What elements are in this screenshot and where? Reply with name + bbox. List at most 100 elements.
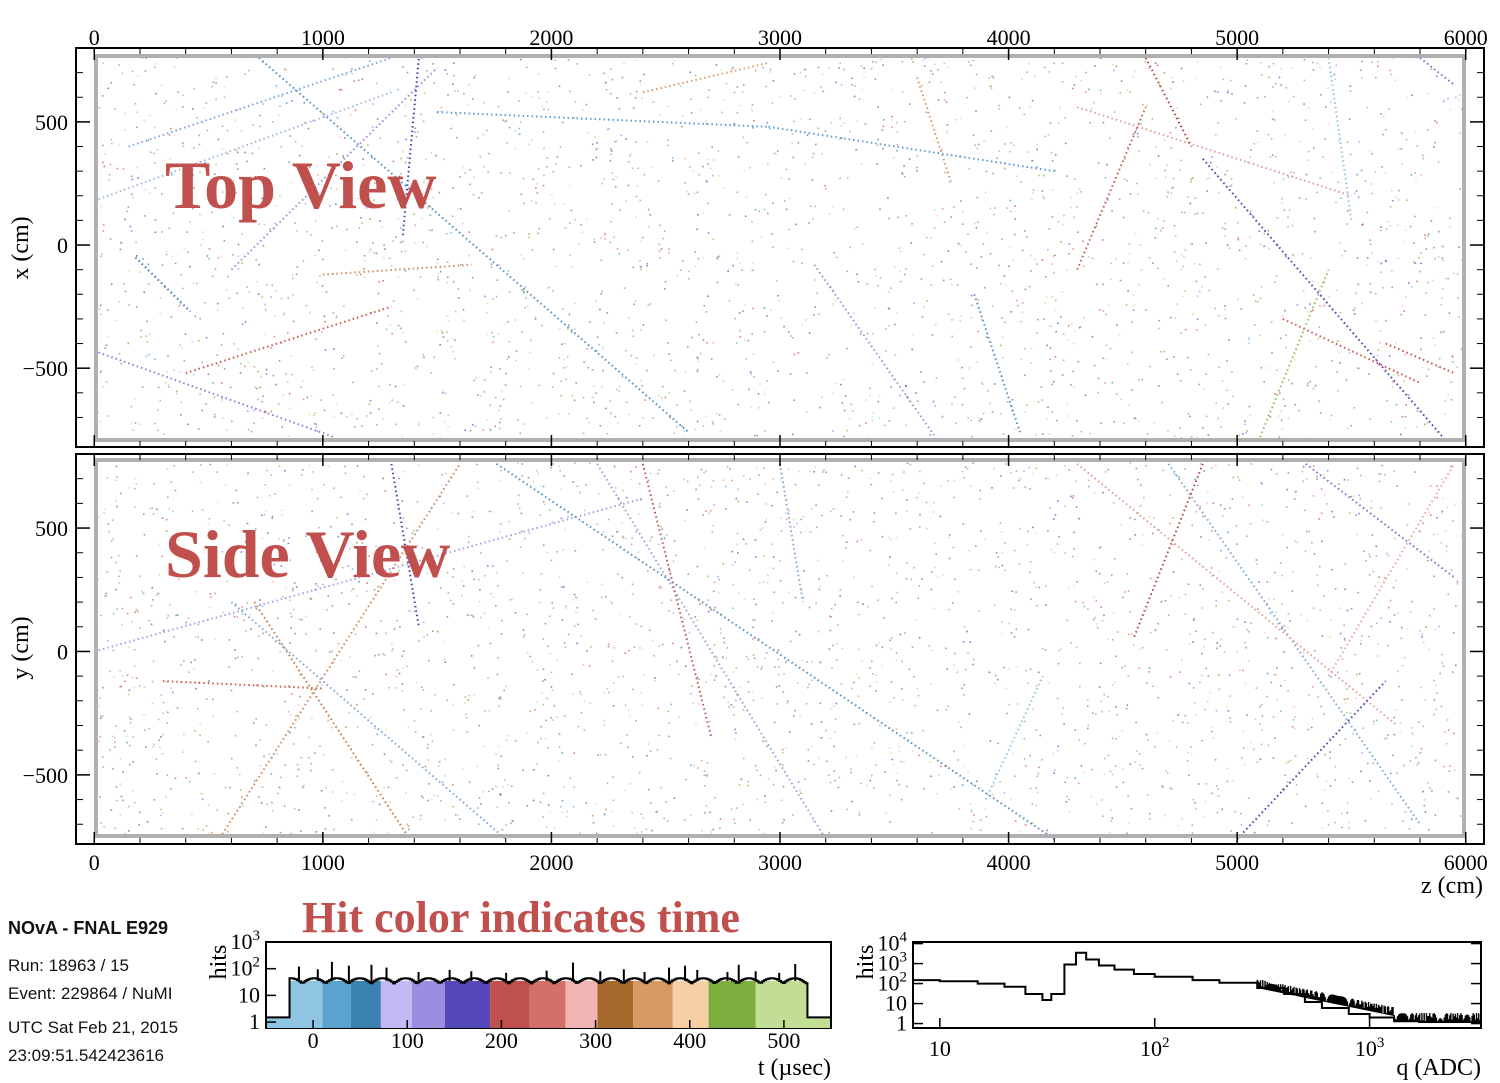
side-view-hit [1199, 463, 1202, 465]
side-view-hit [1157, 622, 1159, 625]
side-view-hit [782, 748, 784, 751]
top-view-hit [937, 99, 940, 101]
side-view-hit [283, 566, 286, 569]
top-view-hit [870, 67, 873, 70]
side-view-hit [1351, 781, 1354, 783]
side-view-hit [1378, 687, 1380, 690]
side-view-frame [75, 453, 1485, 845]
top-view-hit [289, 135, 292, 137]
top-view-hit [975, 226, 978, 229]
side-view-hit [500, 469, 502, 472]
top-view-hit [1430, 220, 1433, 222]
top-view-hit [1392, 374, 1395, 376]
side-view-hit [1415, 756, 1417, 759]
side-view-hit [1244, 621, 1246, 624]
side-view-hit [463, 565, 465, 568]
side-view-hit [1355, 697, 1357, 699]
side-view-hit [816, 526, 818, 529]
side-view-hit [718, 591, 720, 594]
top-view-hit [1180, 332, 1183, 334]
top-view-hit [829, 213, 831, 215]
top-view-hit [212, 81, 215, 83]
top-view-hit [1011, 398, 1014, 401]
side-view-hit [271, 515, 274, 518]
top-view-hit [743, 303, 746, 306]
top-view-hit [310, 395, 313, 397]
top-view-hit [1275, 275, 1278, 277]
side-view-hit [1178, 476, 1180, 478]
top-view-hit [719, 430, 722, 432]
side-view-hit [372, 831, 375, 833]
top-view-hit [215, 163, 217, 166]
side-view-hit [1210, 726, 1213, 728]
top-view-hit [806, 134, 809, 137]
top-view-hit [442, 392, 444, 394]
side-view-hit [259, 739, 262, 741]
top-view-hit [1224, 228, 1227, 230]
side-view-hit [688, 631, 691, 634]
top-view-hit [583, 361, 585, 363]
side-view-hit [122, 675, 124, 677]
top-view-hit [1158, 327, 1160, 330]
top-view-hit [344, 137, 346, 139]
side-view-hit [115, 786, 118, 788]
top-view-hit [1232, 395, 1234, 398]
top-view-hit [457, 288, 460, 290]
side-view-hit [1084, 742, 1086, 745]
side-view-hit [788, 591, 790, 594]
side-view-hit [960, 726, 962, 729]
side-view-hit [387, 832, 390, 834]
side-view-hit [103, 508, 106, 511]
side-view-hit [642, 817, 645, 820]
side-view-hit [502, 786, 504, 788]
side-view-hit [398, 672, 401, 675]
side-view-hit [952, 496, 955, 499]
top-view-hit [604, 232, 606, 234]
side-view-hit [107, 523, 110, 525]
side-view-hit [119, 492, 122, 495]
top-view-hit [527, 368, 530, 370]
top-view-hit [674, 369, 676, 372]
top-view-hit [394, 385, 397, 388]
side-view-hit [542, 544, 545, 546]
top-view-hit [1217, 314, 1220, 317]
side-view-hit [911, 646, 914, 648]
side-view-hit [296, 763, 299, 766]
side-view-hit [1343, 638, 1346, 640]
side-view-hit [646, 754, 648, 757]
side-view-hit [1439, 672, 1441, 675]
top-view-hit [1165, 176, 1167, 178]
top-view-hit [963, 387, 966, 390]
side-view-hit [970, 809, 973, 812]
side-view-hit [542, 792, 545, 795]
top-view-hit [1075, 75, 1078, 78]
top-view-hit [933, 227, 936, 229]
top-view-hit [1054, 169, 1057, 172]
top-view-hit [1303, 58, 1306, 61]
side-view-hit [583, 700, 585, 702]
side-view-hit [867, 605, 870, 608]
side-view-hit [1455, 605, 1457, 607]
side-view-hit [1435, 684, 1437, 687]
top-view-hit [777, 370, 779, 372]
top-view-hit [1365, 263, 1368, 266]
side-view-hit [1289, 777, 1291, 780]
top-view-hit [929, 434, 931, 436]
side-view-hit [1346, 811, 1349, 814]
top-view-hit [1174, 234, 1177, 237]
side-view-hit [1444, 731, 1446, 733]
side-view-hit [526, 651, 529, 654]
top-view-hit [1205, 415, 1208, 418]
side-view-hit [1187, 751, 1190, 754]
top-view-hit [961, 366, 963, 369]
top-view-hit [1072, 370, 1074, 373]
side-view-hit [1389, 772, 1392, 775]
top-view-hit [1175, 126, 1177, 129]
top-view-hit [731, 68, 733, 70]
top-view-hit [974, 87, 977, 89]
side-view-hit [356, 558, 359, 560]
top-view-hit [430, 152, 432, 154]
top-view-hit [546, 417, 548, 419]
side-view-hit [1231, 780, 1234, 782]
